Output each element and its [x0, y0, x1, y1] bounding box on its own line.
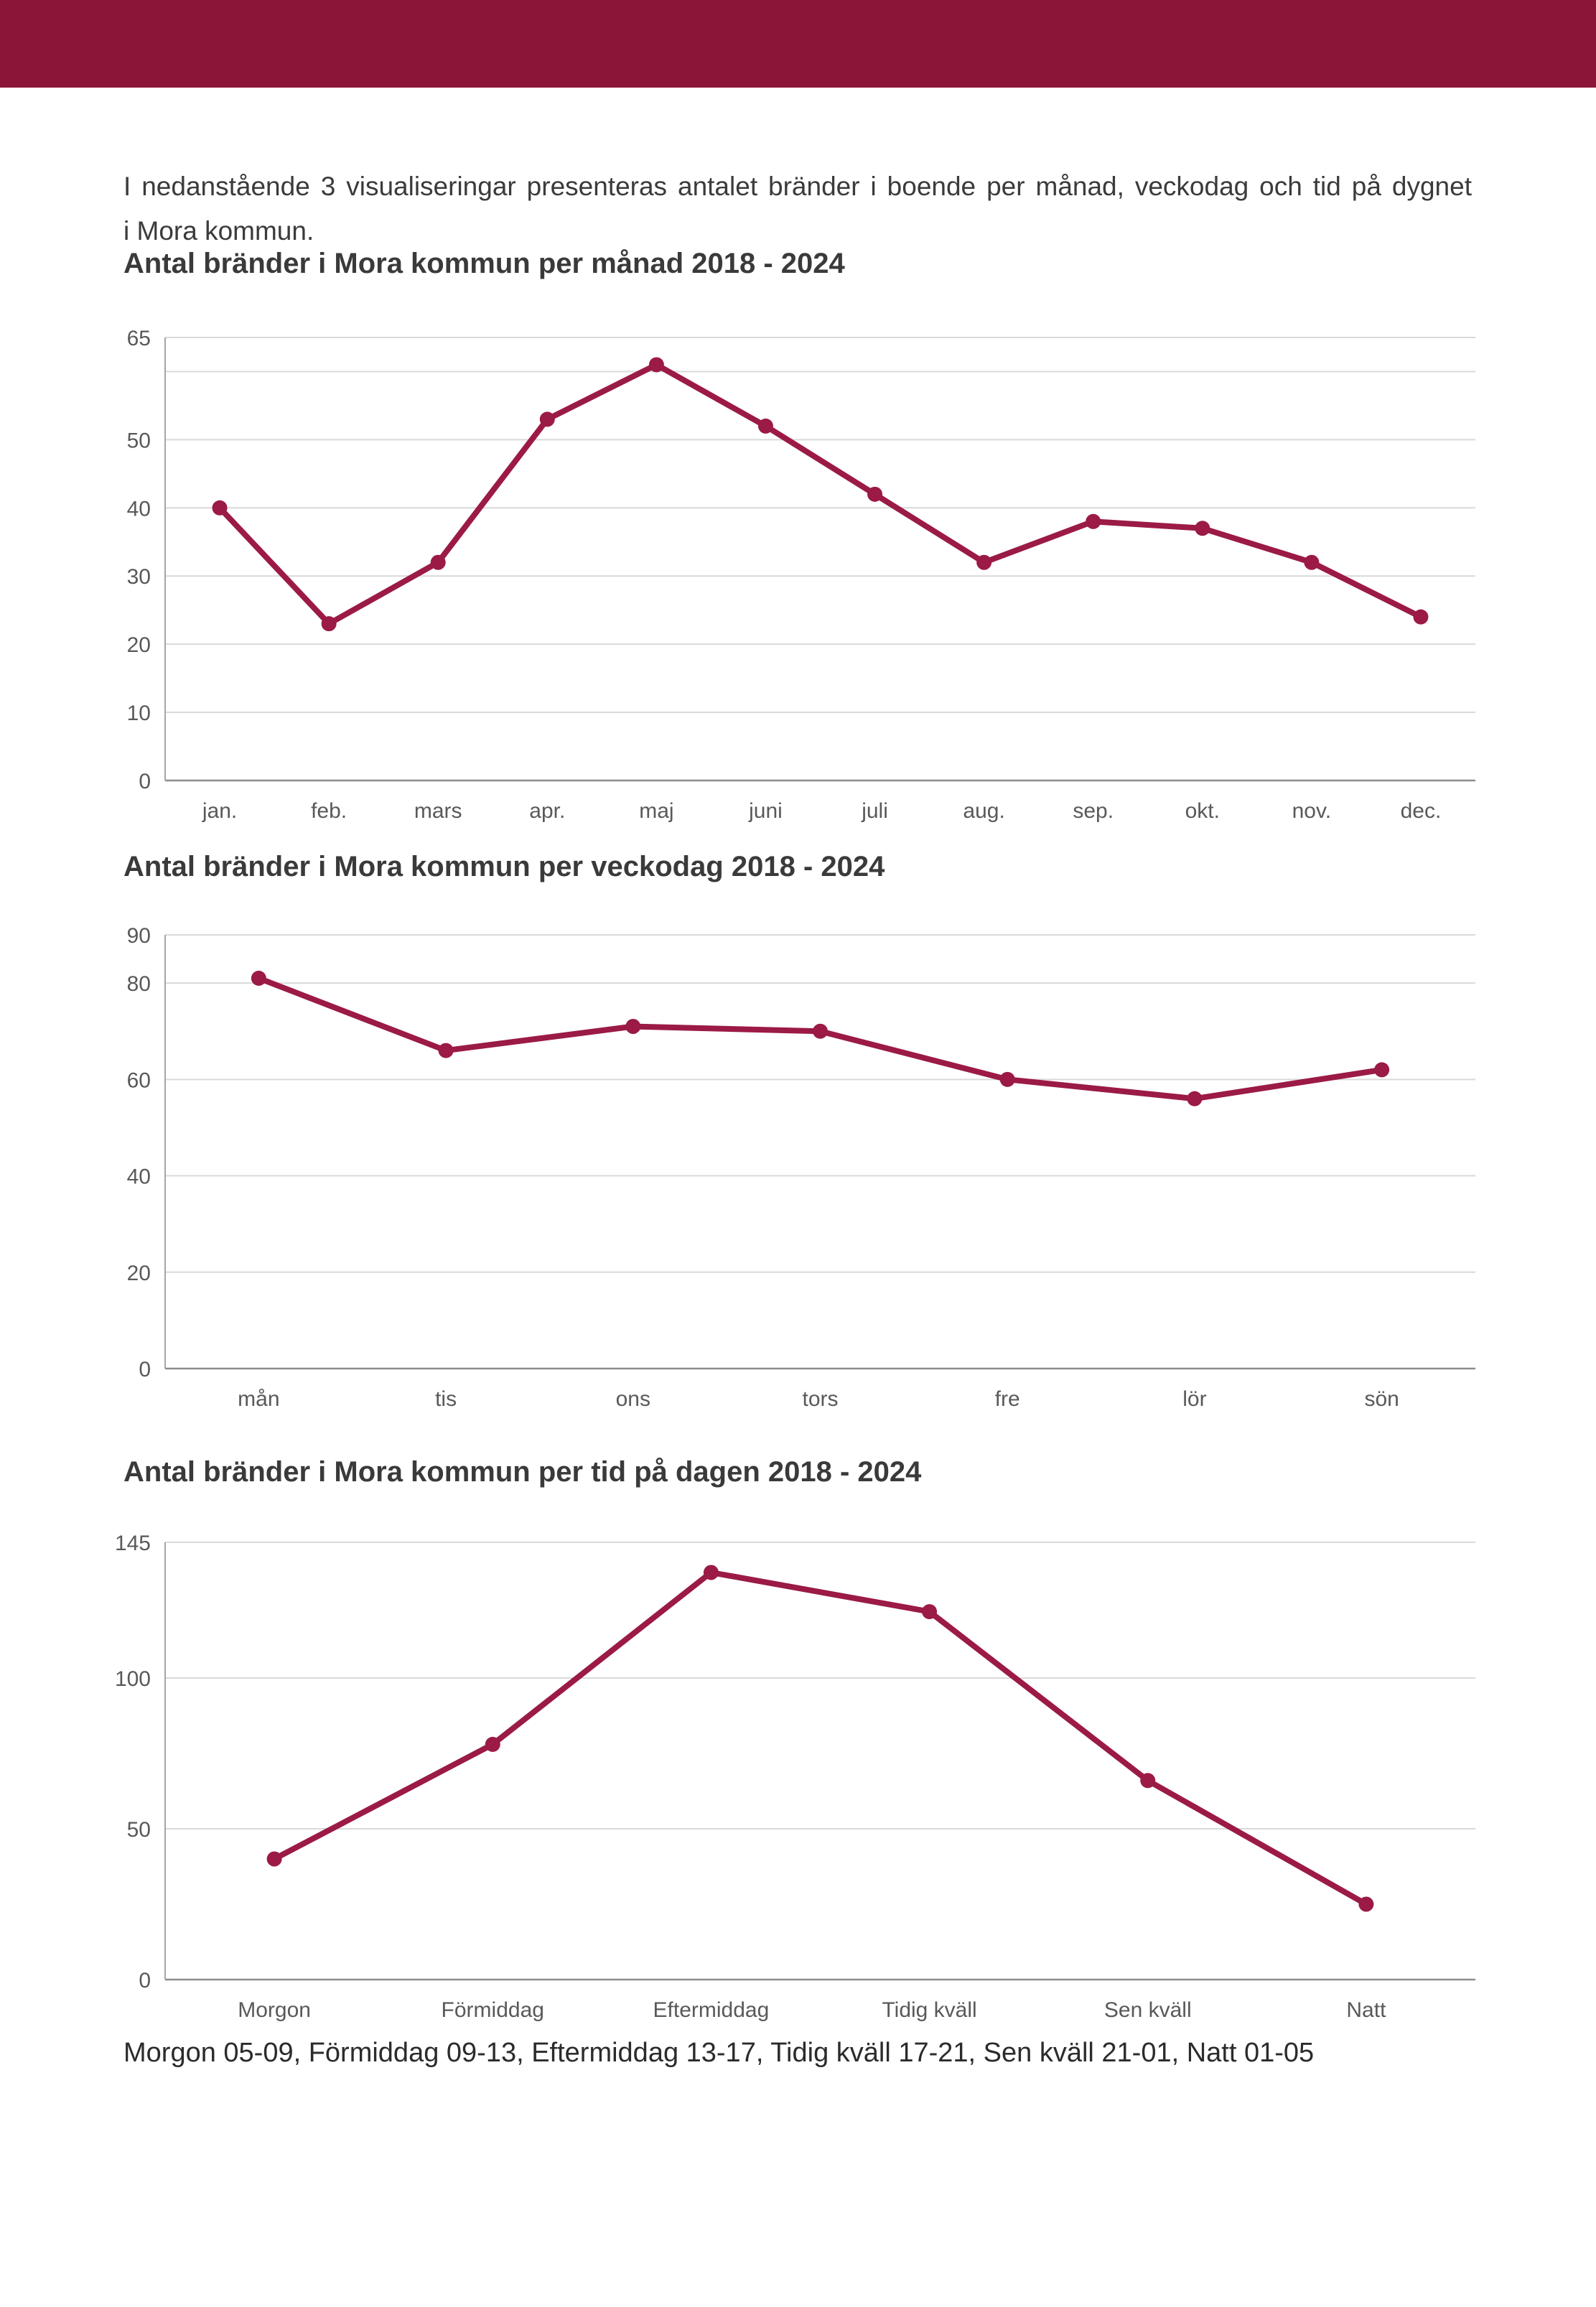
x-tick-label: Natt [1346, 1998, 1386, 2022]
data-point [1140, 1773, 1156, 1789]
data-point [430, 554, 446, 570]
data-line [271, 1570, 1369, 1907]
chart-canvas: 0 50 100 145 Morgon Förmiddag Eftermiddag Tidig… [115, 1532, 1475, 2022]
data-point [212, 500, 228, 516]
data-point [251, 970, 266, 986]
y-tick-label: 65 [127, 327, 151, 350]
x-tick-label: dec. [1401, 799, 1442, 823]
y-tick-label: 0 [139, 1969, 151, 1993]
x-tick-label: okt. [1185, 799, 1220, 823]
data-point [1187, 1091, 1203, 1106]
data-point [321, 616, 337, 632]
data-point [999, 1071, 1015, 1087]
x-tick-label: ons [616, 1387, 650, 1411]
data-point [867, 486, 883, 502]
y-tick-label: 30 [127, 565, 151, 589]
y-tick-label: 0 [139, 770, 151, 793]
data-point [1358, 1896, 1374, 1912]
x-tick-label: Tidig kväll [882, 1998, 976, 2022]
x-tick-label: Eftermiddag [653, 1998, 770, 2022]
y-tick-label: 60 [127, 1068, 151, 1092]
y-tick-label: 100 [115, 1667, 151, 1691]
data-point [1374, 1062, 1390, 1078]
chart-title-per-veckodag: Antal bränder i Mora kommun per veckodag… [123, 851, 885, 882]
data-point [813, 1023, 828, 1039]
y-tick-label: 50 [127, 429, 151, 452]
y-tick-label: 50 [127, 1818, 151, 1842]
x-tick-label: mån [238, 1387, 279, 1411]
data-point [266, 1851, 282, 1867]
intro-line-2: i Mora kommun. [123, 216, 314, 246]
y-tick-label: 0 [139, 1358, 151, 1381]
y-tick-label: 90 [127, 924, 151, 948]
data-point [648, 357, 664, 373]
x-tick-label: apr. [529, 799, 565, 823]
data-point [625, 1019, 641, 1035]
x-tick-label: aug. [963, 799, 1004, 823]
data-point [703, 1565, 719, 1580]
x-tick-label: sep. [1073, 799, 1114, 823]
data-point [757, 418, 773, 434]
y-tick-label: 20 [127, 633, 151, 657]
data-point [1304, 554, 1320, 570]
y-tick-label: 80 [127, 972, 151, 996]
x-tick-label: Förmiddag [442, 1998, 544, 2022]
intro-paragraph: I nedanstående 3 visualiseringar present… [123, 164, 1472, 253]
x-tick-label: fre [995, 1387, 1020, 1411]
x-tick-label: feb. [311, 799, 347, 823]
intro-line-1: I nedanstående 3 visualiseringar present… [123, 172, 1472, 201]
x-tick-label: sön [1364, 1387, 1399, 1411]
y-tick-label: 40 [127, 497, 151, 521]
x-tick-label: jan. [202, 799, 237, 823]
x-tick-label: juni [748, 799, 783, 823]
chart-canvas: 0 10 20 30 40 50 65 jan. feb. mars apr. maj juni juli… [127, 327, 1475, 823]
data-point [976, 554, 992, 570]
chart-title-per-tid-pa-dagen: Antal bränder i Mora kommun per tid på d… [123, 1456, 922, 1488]
line-chart-per-tid-pa-dagen: 0 50 100 145 Morgon Förmiddag Eftermiddag Tidig… [101, 1532, 1501, 2034]
x-tick-label: Morgon [238, 1998, 311, 2022]
chart-title-per-manad: Antal bränder i Mora kommun per månad 20… [123, 248, 845, 279]
chart-canvas: 0 20 40 60 80 90 mån tis ons tors fre lör sön [127, 924, 1475, 1411]
time-legend-text: Morgon 05-09, Förmiddag 09-13, Eftermidd… [123, 2038, 1315, 2068]
x-tick-label: Sen kväll [1104, 1998, 1192, 2022]
line-chart-per-manad: 0 10 20 30 40 50 65 jan. feb. mars apr. maj juni juli… [101, 327, 1501, 836]
data-point [922, 1604, 938, 1620]
header-accent-bar [0, 0, 1596, 88]
data-point [485, 1736, 500, 1752]
x-tick-label: nov. [1292, 799, 1331, 823]
y-tick-label: 20 [127, 1262, 151, 1285]
data-point [539, 411, 555, 427]
data-point [1086, 513, 1101, 529]
data-point [438, 1043, 454, 1058]
y-tick-label: 145 [115, 1532, 151, 1555]
y-tick-label: 10 [127, 702, 151, 725]
line-chart-per-veckodag: 0 20 40 60 80 90 mån tis ons tors fre lör sön [101, 924, 1501, 1427]
x-tick-label: tors [802, 1387, 838, 1411]
x-tick-label: tis [435, 1387, 457, 1411]
x-tick-label: lör [1182, 1387, 1206, 1411]
data-point [1413, 609, 1429, 625]
x-tick-label: mars [414, 799, 462, 823]
data-line [217, 361, 1424, 627]
x-tick-label: juli [861, 799, 888, 823]
data-point [1195, 521, 1210, 536]
x-tick-label: maj [639, 799, 673, 823]
y-tick-label: 40 [127, 1165, 151, 1189]
